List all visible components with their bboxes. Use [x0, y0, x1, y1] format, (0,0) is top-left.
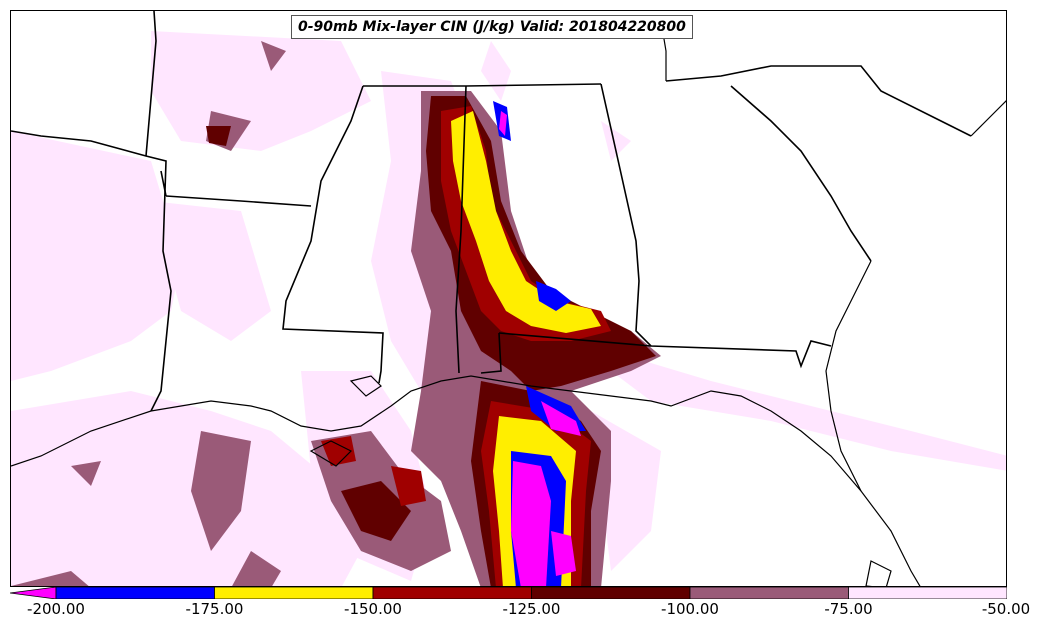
colorbar-tick-label: -125.00 [502, 600, 561, 618]
colorbar-tick-label: -150.00 [344, 600, 402, 618]
map-title: 0-90mb Mix-layer CIN (J/kg) Valid: 20180… [291, 15, 693, 39]
colorbar-segment [689, 587, 849, 599]
cin-shading-magenta [499, 111, 581, 586]
colorbar-tick-label: -75.00 [824, 600, 873, 618]
colorbar-tick-label: -200.00 [27, 600, 85, 618]
state-boundaries [11, 11, 972, 412]
colorbar-segment [531, 587, 691, 599]
map-panel [10, 10, 1007, 587]
cin-map [11, 11, 1006, 586]
colorbar-extension-min [10, 587, 57, 599]
colorbar-segment [372, 587, 532, 599]
colorbar-tick-label: -50.00 [981, 600, 1031, 618]
colorbar-segment [848, 587, 1007, 599]
colorbar-segment [214, 587, 374, 599]
colorbar-tick-label: -175.00 [185, 600, 244, 618]
colorbar-segment [55, 587, 215, 599]
colorbar-tick-label: -100.00 [661, 600, 719, 618]
colorbar [10, 587, 1007, 599]
